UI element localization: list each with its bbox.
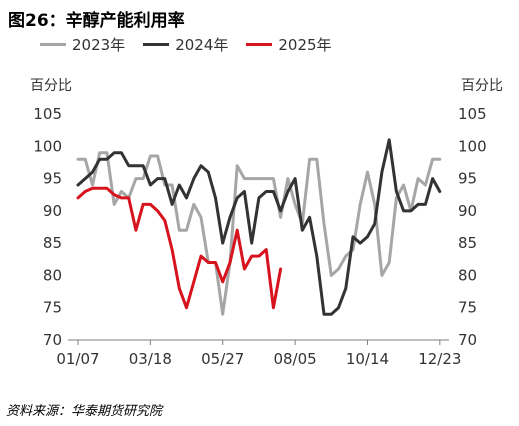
- x-tick-label: 01/07: [56, 350, 99, 368]
- y-tick-label-left: 75: [43, 299, 62, 317]
- y-axis-label-right: 百分比: [461, 78, 503, 94]
- y-tick-label-right: 75: [458, 299, 477, 317]
- series-line-2025: [76, 186, 283, 310]
- y-tick-label-right: 95: [458, 170, 477, 188]
- chart-title: 图26：辛醇产能利用率: [8, 11, 185, 31]
- legend-item-2025: 2025年: [246, 34, 332, 55]
- legend-item-2024: 2024年: [143, 34, 228, 55]
- chart-legend: 2023年 2024年 2025年: [40, 34, 332, 55]
- legend-item-2023: 2023年: [40, 34, 125, 55]
- y-tick-label-right: 105: [458, 105, 487, 123]
- x-tick-label: 12/23: [418, 350, 461, 368]
- y-tick-label-left: 100: [33, 137, 62, 155]
- legend-label-2025: 2025年: [278, 36, 332, 54]
- y-tick-label-right: 90: [458, 202, 477, 220]
- y-tick-label-right: 80: [458, 266, 477, 284]
- x-tick-label: 08/05: [273, 350, 316, 368]
- y-tick-label-right: 70: [458, 331, 477, 349]
- x-tick-label: 05/27: [201, 350, 244, 368]
- y-tick-label-right: 85: [458, 234, 477, 252]
- y-tick-label-left: 80: [43, 266, 62, 284]
- y-tick-label-right: 100: [458, 137, 487, 155]
- legend-swatch-2023: [40, 43, 66, 46]
- y-axis-label-left: 百分比: [30, 78, 72, 94]
- y-tick-label-left: 95: [43, 170, 62, 188]
- x-tick-label: 10/14: [346, 350, 389, 368]
- y-tick-label-left: 105: [33, 105, 62, 123]
- y-tick-label-left: 85: [43, 234, 62, 252]
- legend-swatch-2025: [246, 43, 273, 46]
- x-tick-label: 03/18: [129, 350, 172, 368]
- series-line-2023: [76, 151, 442, 316]
- y-tick-label-left: 70: [43, 331, 62, 349]
- y-tick-label-left: 90: [43, 202, 62, 220]
- legend-swatch-2024: [143, 43, 170, 46]
- series-line-2024: [76, 138, 442, 316]
- legend-label-2024: 2024年: [175, 36, 229, 54]
- legend-label-2023: 2023年: [72, 36, 126, 54]
- source-note: 资料来源：华泰期货研究院: [6, 404, 163, 419]
